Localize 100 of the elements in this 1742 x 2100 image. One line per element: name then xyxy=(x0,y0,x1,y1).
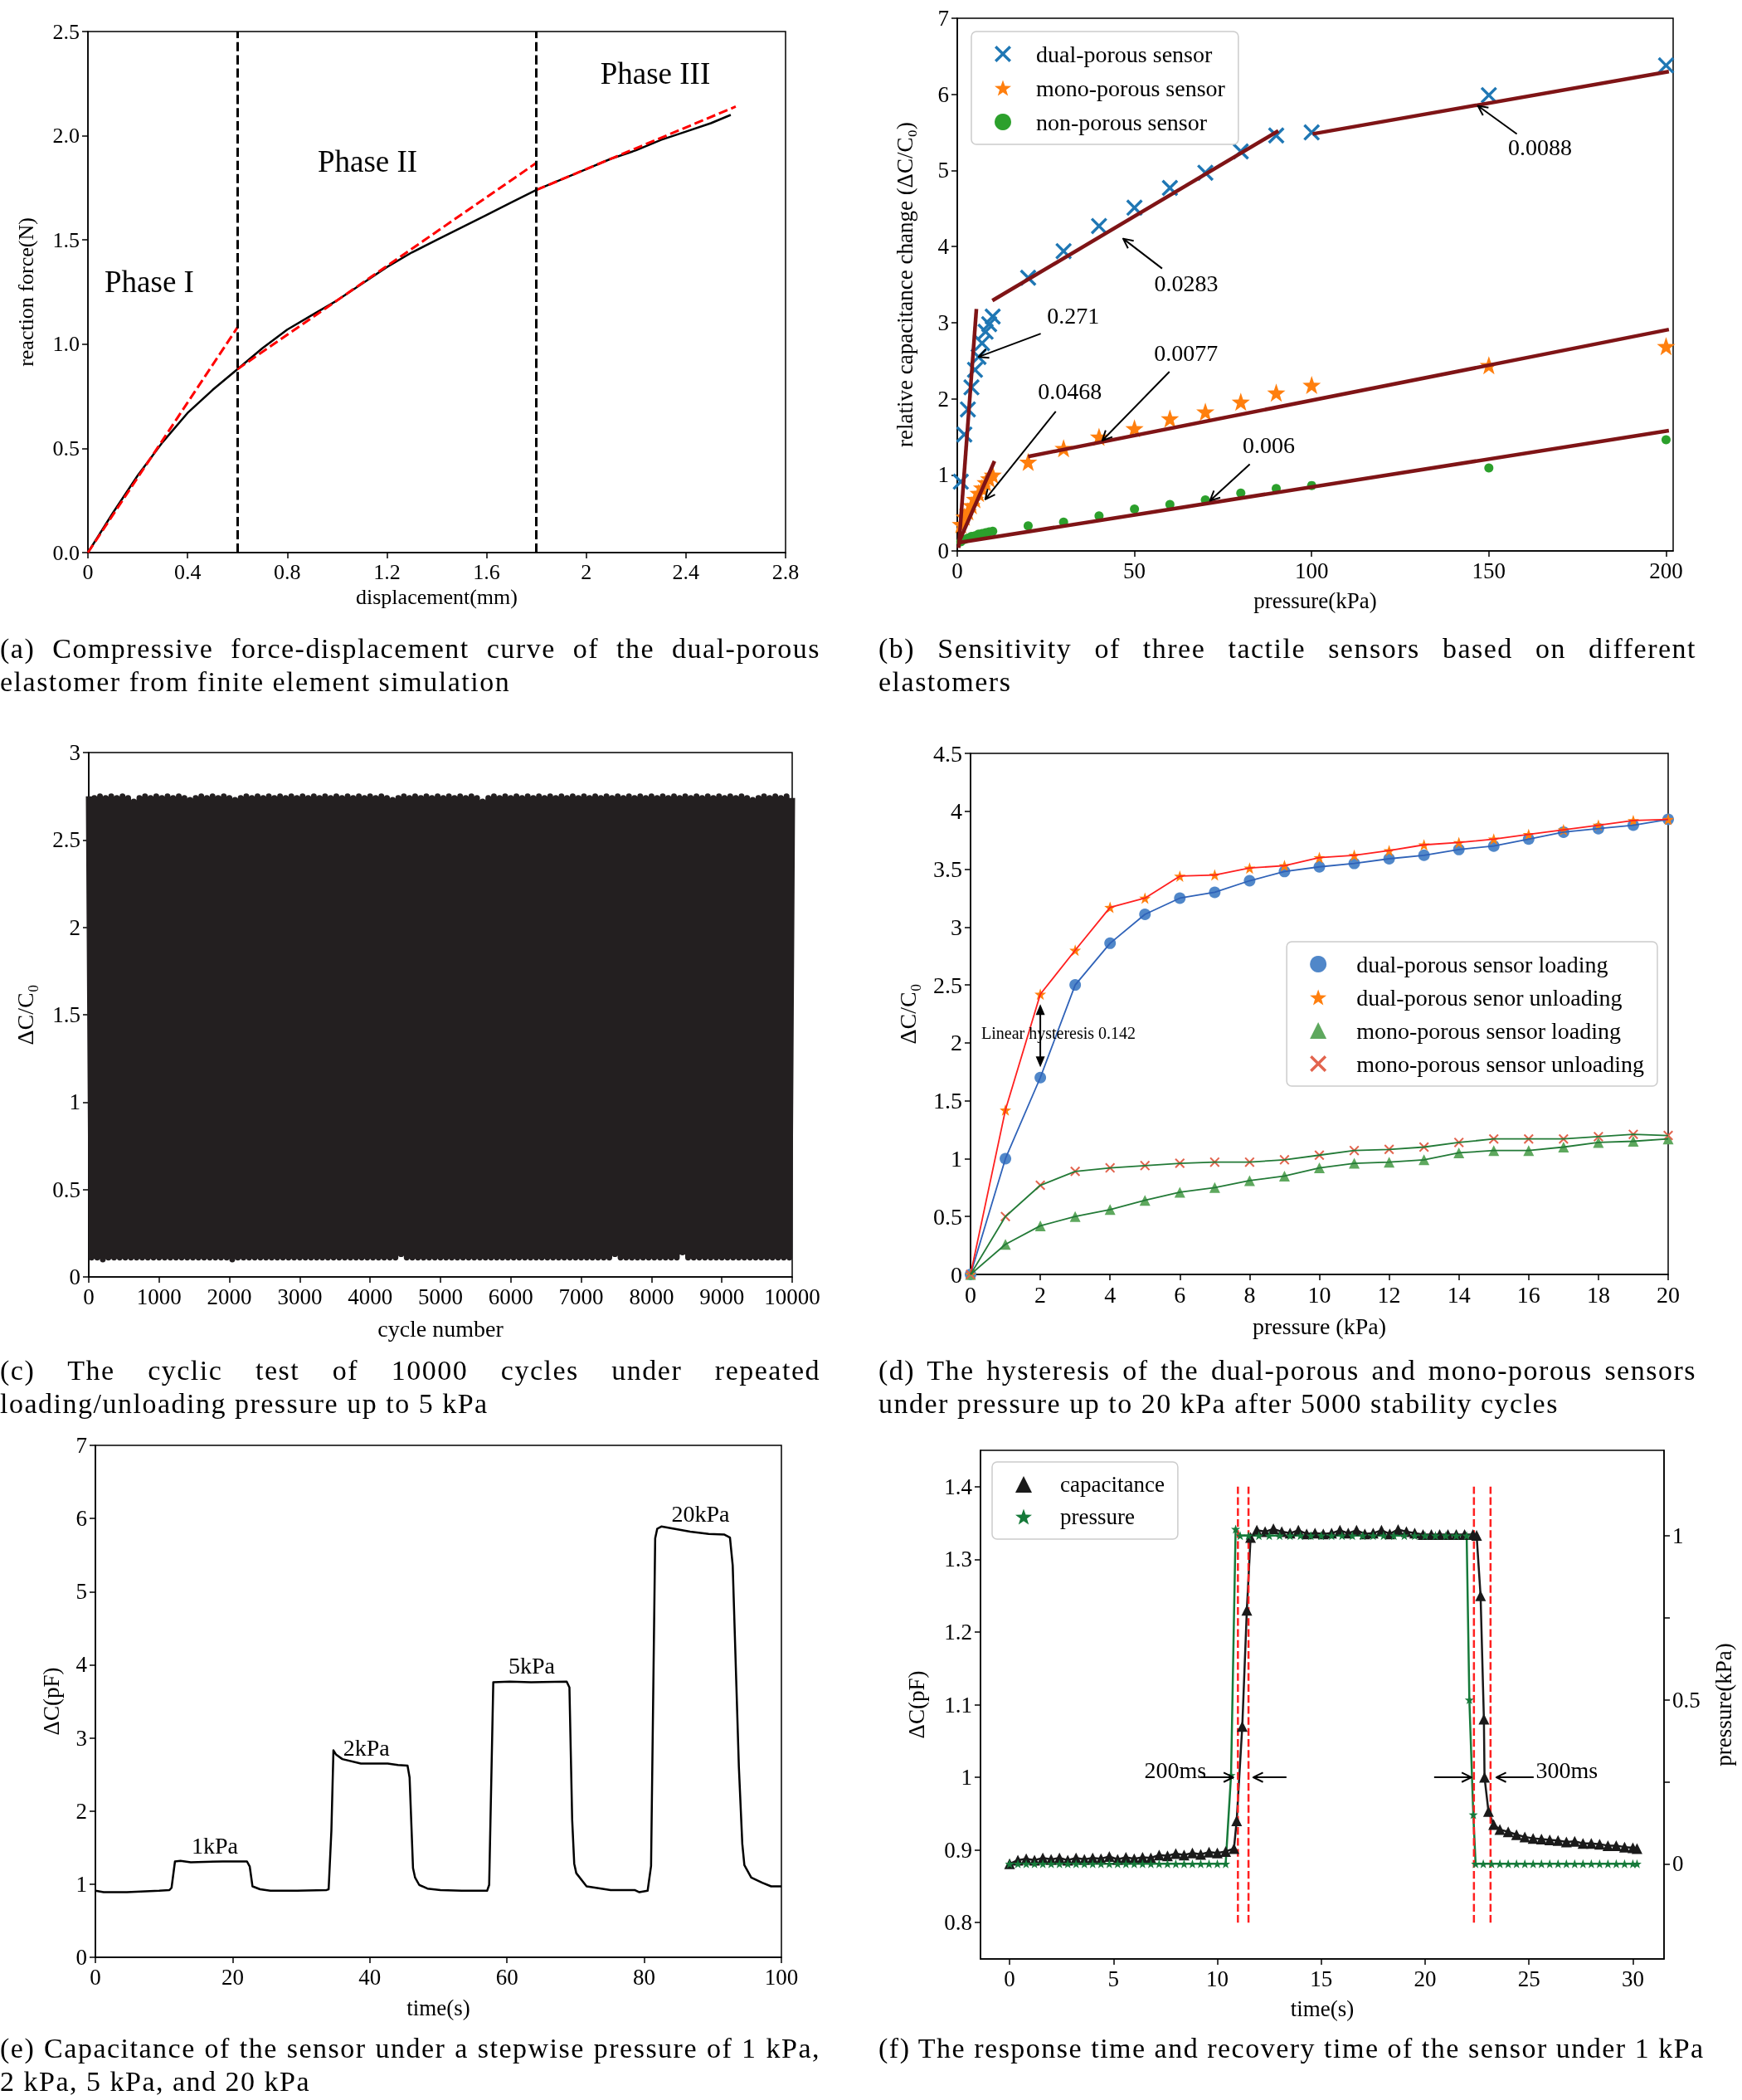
y-tick-label: 7 xyxy=(937,6,949,31)
annotation: Phase III xyxy=(600,56,711,90)
text: (f) The response time and recovery time of the sensor under 1 kPa xyxy=(878,2032,1706,2065)
y2-tick-label: 0.5 xyxy=(1672,1687,1701,1713)
y-tick-label: 4.5 xyxy=(933,740,962,767)
y-tick-label: 5 xyxy=(75,1579,87,1605)
text: (a) Compressive force-displacement curve of the dual-porous elastomer from finite element simulation xyxy=(0,632,820,699)
x-axis-title: time(s) xyxy=(406,1995,470,2020)
annotation: 0.0077 xyxy=(1154,339,1219,366)
x-tick-label: 6 xyxy=(1174,1281,1186,1308)
x-tick-label: 18 xyxy=(1586,1281,1610,1308)
y-tick-label: 4 xyxy=(75,1652,88,1678)
y-tick-label: 3 xyxy=(69,740,80,765)
text: (b) Sensitivity of three tactile sensors based on different elastomers xyxy=(878,632,1696,699)
x-tick-label: 1.6 xyxy=(473,559,500,584)
x-axis-title: time(s) xyxy=(1290,1995,1355,2021)
y-tick-label: 1 xyxy=(69,1089,80,1115)
x-tick-label: 50 xyxy=(1123,558,1146,583)
x-tick-label: 0.8 xyxy=(274,559,301,584)
y-tick-label: 0.9 xyxy=(944,1837,972,1863)
x-tick-label: 25 xyxy=(1517,1966,1540,1991)
legend-label: dual-porous sensor xyxy=(1036,41,1213,67)
x-tick-label: 150 xyxy=(1472,558,1506,583)
x-tick-label: 5000 xyxy=(418,1284,463,1309)
y-tick-label: 0.5 xyxy=(52,436,80,460)
y-tick-label: 6 xyxy=(75,1506,87,1532)
y-tick-label: 1.5 xyxy=(52,227,80,252)
x-tick-label: 2 xyxy=(581,559,592,584)
x-tick-label: 12 xyxy=(1377,1281,1401,1308)
annotation: 0.0088 xyxy=(1508,134,1573,160)
y-axis-title: ΔC/C₀ xyxy=(894,983,921,1045)
x-tick-label: 2.8 xyxy=(771,559,800,584)
x-tick-label: 7000 xyxy=(558,1284,604,1309)
y-tick-label: 4 xyxy=(937,234,950,260)
y-tick-label: 0 xyxy=(69,1264,80,1289)
annotation: 0.0283 xyxy=(1154,270,1219,297)
y-tick-label: 2.5 xyxy=(52,827,80,853)
y-tick-label: 3 xyxy=(951,914,962,940)
y-tick-label: 3.5 xyxy=(933,856,962,883)
y-axis-title: ΔC/C₀ xyxy=(12,984,38,1045)
x-tick-label: 40 xyxy=(358,1964,382,1990)
x-tick-label: 4 xyxy=(1104,1281,1117,1308)
legend-label: dual-porous senor unloading xyxy=(1356,984,1623,1011)
annotation: 200ms xyxy=(1144,1756,1207,1783)
y-axis-title: reaction force(N) xyxy=(13,217,38,367)
y-tick-label: 0 xyxy=(75,1945,87,1970)
annotation: 5kPa xyxy=(508,1653,556,1679)
y-tick-label: 0.5 xyxy=(52,1177,80,1202)
x-tick-label: 100 xyxy=(764,1964,799,1990)
annotation: 0.271 xyxy=(1047,302,1100,329)
x-tick-label: 20 xyxy=(1414,1966,1437,1991)
x-tick-label: 4000 xyxy=(348,1284,393,1309)
y-tick-label: 1.5 xyxy=(933,1088,962,1114)
y-tick-label: 1 xyxy=(951,1145,962,1172)
y-tick-label: 1 xyxy=(937,462,949,488)
x-tick-label: 0.4 xyxy=(173,559,202,584)
y-tick-label: 1.4 xyxy=(944,1474,973,1499)
x-tick-label: 5 xyxy=(1107,1966,1120,1991)
x-tick-label: 20 xyxy=(1657,1281,1680,1308)
y-tick-label: 3 xyxy=(75,1725,87,1751)
annotation: 2kPa xyxy=(343,1734,391,1761)
annotation: 0.0468 xyxy=(1038,378,1102,405)
x-axis-title: pressure(kPa) xyxy=(1253,587,1377,613)
legend-label: pressure xyxy=(1060,1504,1135,1529)
legend-label: capacitance xyxy=(1060,1472,1165,1497)
legend-label: non-porous sensor xyxy=(1036,109,1208,135)
legend-label: mono-porous sensor loading xyxy=(1356,1017,1621,1044)
x-tick-label: 10000 xyxy=(764,1284,820,1309)
y-axis-title: ΔC(pF) xyxy=(903,1670,929,1739)
x-tick-label: 8000 xyxy=(629,1284,674,1309)
x-tick-label: 2000 xyxy=(207,1284,252,1309)
annotation: Phase II xyxy=(317,144,418,178)
y-tick-label: 0.5 xyxy=(933,1203,962,1230)
x-axis-title: displacement(mm) xyxy=(356,585,518,610)
x-tick-label: 0 xyxy=(1004,1966,1015,1991)
x-tick-label: 80 xyxy=(633,1964,656,1990)
y-tick-label: 0 xyxy=(951,1261,962,1288)
y2-axis-title: pressure(kPa) xyxy=(1710,1643,1736,1766)
y-tick-label: 1.5 xyxy=(52,1002,80,1027)
x-tick-label: 8 xyxy=(1243,1281,1256,1308)
y-axis-title: relative capacitance change (ΔC/C₀) xyxy=(892,122,917,447)
legend-label: mono-porous sensor xyxy=(1036,75,1226,101)
y-tick-label: 1.2 xyxy=(944,1619,972,1644)
y2-tick-label: 1 xyxy=(1672,1523,1684,1548)
annotation: 300ms xyxy=(1535,1756,1598,1783)
x-tick-label: 1.2 xyxy=(373,559,401,584)
y-tick-label: 2 xyxy=(75,1798,87,1824)
y-tick-label: 2.5 xyxy=(52,19,80,44)
x-tick-label: 16 xyxy=(1516,1281,1540,1308)
y-tick-label: 6 xyxy=(937,81,949,107)
x-tick-label: 10 xyxy=(1206,1966,1229,1991)
x-tick-label: 200 xyxy=(1649,558,1683,583)
y-tick-label: 2 xyxy=(951,1030,962,1056)
y2-tick-label: 0 xyxy=(1672,1851,1684,1877)
annotation: 1kPa xyxy=(191,1833,239,1859)
text: (c) The cyclic test of 10000 cycles under repeated loading/unloading pressure up to 5 kPa xyxy=(0,1354,820,1420)
x-tick-label: 10 xyxy=(1307,1281,1331,1308)
text: (e) Capacitance of the sensor under a stepwise pressure of 1 kPa, 2 kPa, 5 kPa, and 20 kPa xyxy=(0,2032,820,2098)
x-tick-label: 1000 xyxy=(136,1284,182,1309)
y-axis-title: ΔC(pF) xyxy=(38,1667,64,1736)
